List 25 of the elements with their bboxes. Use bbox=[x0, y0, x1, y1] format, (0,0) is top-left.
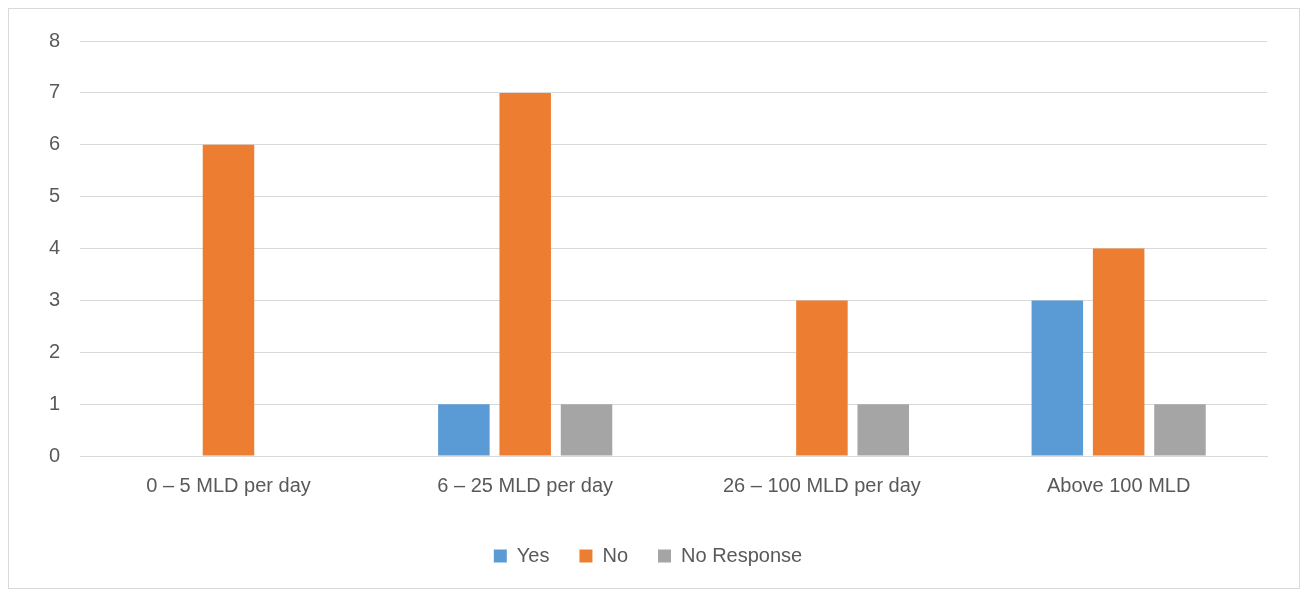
bar bbox=[1154, 404, 1206, 456]
bar bbox=[560, 404, 613, 456]
legend-label: No Response bbox=[681, 543, 803, 566]
bar bbox=[1031, 300, 1084, 456]
x-tick-label: 0 – 5 MLD per day bbox=[146, 473, 311, 496]
y-tick-label: 7 bbox=[49, 80, 61, 103]
bar bbox=[1092, 248, 1145, 456]
bar bbox=[796, 300, 848, 456]
y-tick-label: 2 bbox=[49, 339, 61, 362]
x-tick-label: 26 – 100 MLD per day bbox=[722, 473, 921, 496]
y-tick-label: 3 bbox=[49, 287, 61, 310]
bar bbox=[202, 144, 255, 456]
bar bbox=[499, 92, 551, 456]
x-tick-label: Above 100 MLD bbox=[1046, 473, 1191, 496]
y-tick-label: 8 bbox=[49, 28, 61, 51]
bar bbox=[438, 404, 490, 456]
y-tick-label: 4 bbox=[49, 236, 61, 259]
y-tick-label: 6 bbox=[49, 132, 61, 155]
bar bbox=[857, 404, 909, 456]
y-tick-label: 0 bbox=[49, 443, 61, 466]
y-tick-label: 5 bbox=[49, 184, 61, 207]
y-tick-label: 1 bbox=[49, 391, 61, 414]
legend-label: No bbox=[602, 543, 629, 566]
x-tick-label: 6 – 25 MLD per day bbox=[437, 473, 614, 496]
legend-label: Yes bbox=[516, 543, 550, 566]
